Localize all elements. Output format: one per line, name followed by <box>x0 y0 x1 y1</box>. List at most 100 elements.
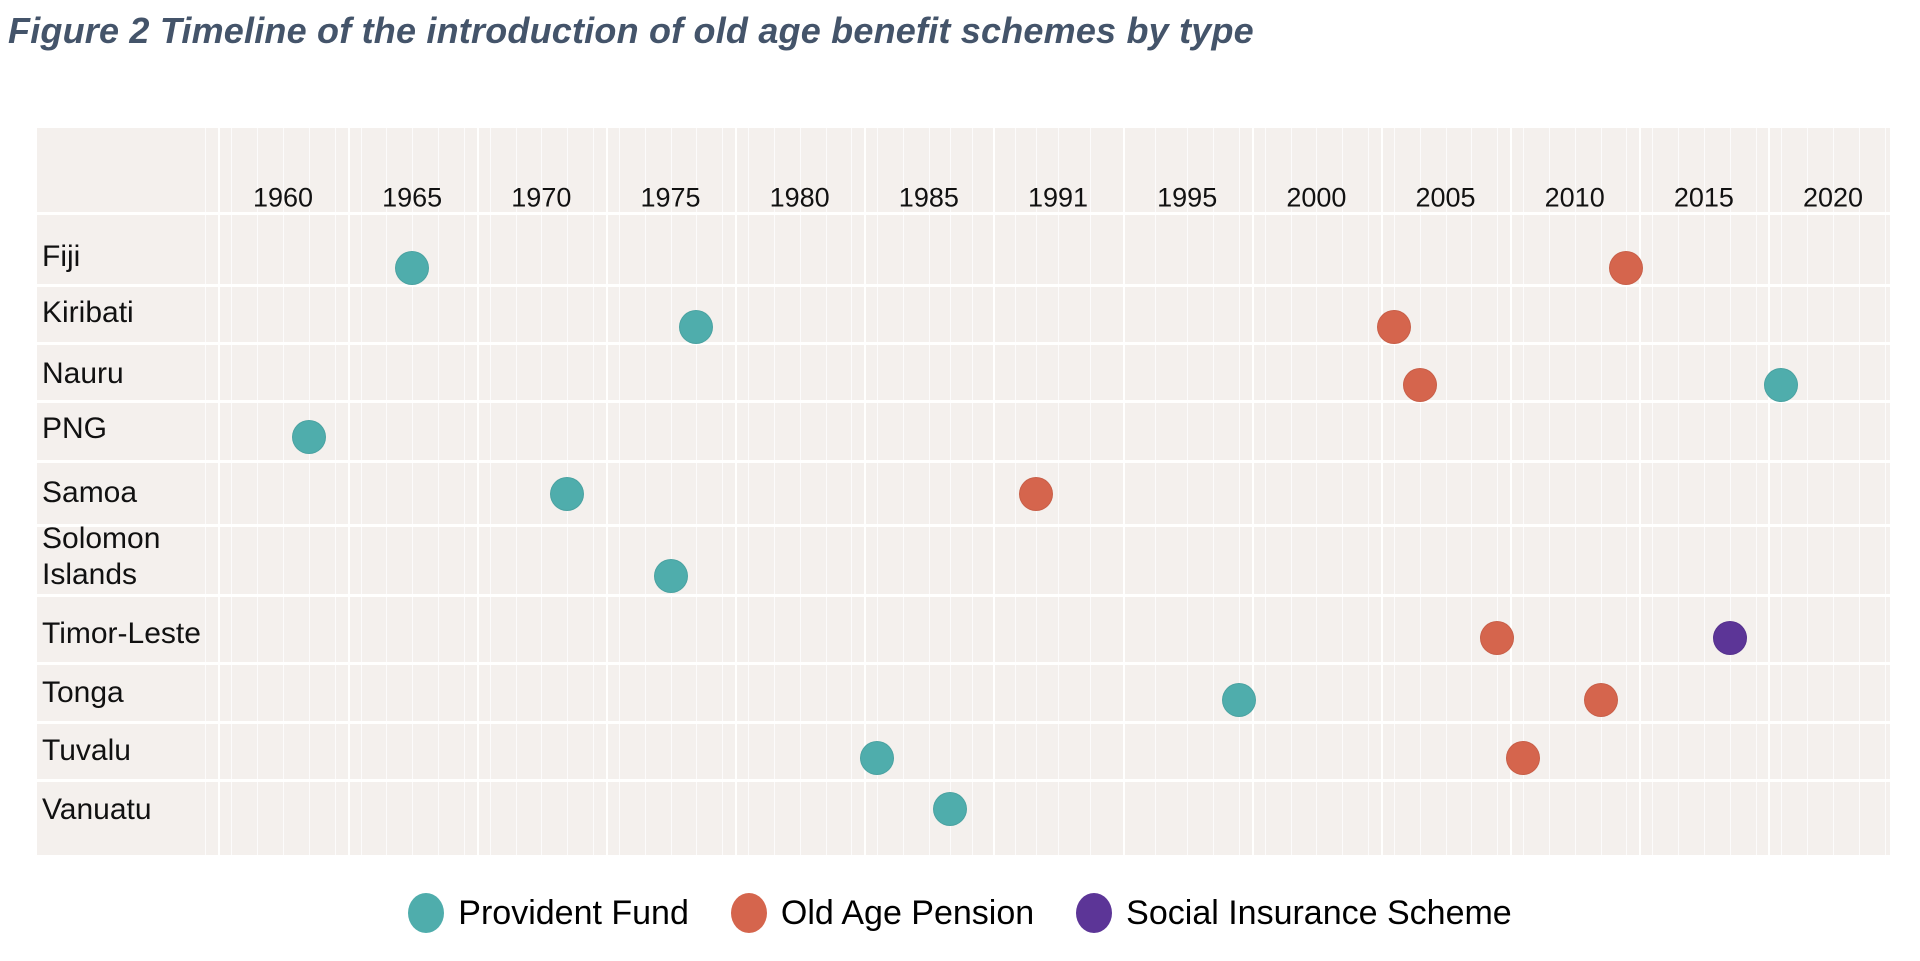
column-boundary-gridline <box>735 128 738 855</box>
year-gridline <box>412 128 414 855</box>
legend-item: Social Insurance Scheme <box>1076 893 1512 933</box>
row-separator-gridline <box>37 459 1890 463</box>
row-separator-gridline <box>37 523 1890 527</box>
column-boundary-gridline <box>1251 128 1254 855</box>
year-gridline <box>1471 128 1473 855</box>
year-gridline <box>1238 128 1240 855</box>
year-gridline <box>515 128 517 855</box>
row-separator-gridline <box>37 594 1890 597</box>
x-axis-tick-label: 1975 <box>640 182 701 213</box>
year-gridline <box>1574 128 1576 855</box>
year-gridline <box>971 128 973 855</box>
year-gridline <box>386 128 388 855</box>
year-gridline <box>1833 128 1835 855</box>
x-axis-tick-label: 2000 <box>1286 182 1347 213</box>
year-gridline <box>593 128 594 855</box>
x-axis-tick-label: 1965 <box>382 182 443 213</box>
year-gridline <box>1445 128 1447 855</box>
column-boundary-gridline <box>605 128 608 855</box>
chart-legend: Provident Fund Old Age Pension Social Insu… <box>0 893 1920 933</box>
legend-label: Social Insurance Scheme <box>1126 893 1512 932</box>
row-separator-gridline <box>37 779 1890 782</box>
year-gridline <box>773 128 775 855</box>
x-axis-tick-label: 2015 <box>1673 182 1734 213</box>
legend-label: Old Age Pension <box>780 893 1035 932</box>
data-point-provident-fund <box>395 251 430 285</box>
legend-marker-icon <box>1076 893 1113 933</box>
row-separator-gridline <box>37 662 1890 665</box>
column-boundary-gridline <box>1639 128 1642 855</box>
year-gridline <box>618 128 620 855</box>
year-gridline <box>541 128 543 855</box>
country-label: Solomon Islands <box>42 522 161 591</box>
year-gridline <box>438 128 439 855</box>
year-gridline <box>1393 128 1395 855</box>
chart-panel: 1960 1965 1970 1975 1980 1985 1991 1995 2000 2005… <box>37 128 1890 855</box>
year-gridline <box>1014 128 1016 855</box>
legend-item: Provident Fund <box>408 893 689 933</box>
year-gridline <box>1154 128 1156 855</box>
year-gridline <box>722 128 724 855</box>
year-gridline <box>644 128 646 855</box>
data-point-provident-fund <box>550 477 585 511</box>
country-label: Nauru <box>42 357 124 390</box>
year-gridline <box>1058 128 1060 855</box>
year-gridline <box>1858 128 1860 855</box>
data-point-old-age-pension <box>1402 368 1437 402</box>
legend-item: Old Age Pension <box>730 893 1035 933</box>
year-gridline <box>748 128 749 855</box>
data-point-provident-fund <box>933 792 968 826</box>
year-gridline <box>205 128 207 855</box>
country-label: Fiji <box>42 240 81 273</box>
figure-title: Figure 2 Timeline of the introduction of… <box>8 10 1254 51</box>
year-gridline <box>928 128 930 855</box>
year-gridline <box>903 128 905 855</box>
country-label: Tonga <box>42 676 124 709</box>
year-gridline <box>1703 128 1705 855</box>
year-gridline <box>1213 128 1215 855</box>
year-gridline <box>1419 128 1421 855</box>
data-point-provident-fund <box>1221 683 1256 717</box>
year-gridline <box>799 128 801 855</box>
row-separator-gridline <box>37 400 1890 403</box>
year-gridline <box>1497 128 1499 855</box>
legend-marker-icon <box>408 893 445 933</box>
column-boundary-gridline <box>993 128 996 855</box>
x-axis-tick-label: 1980 <box>769 182 830 213</box>
row-separator-gridline <box>37 211 1890 215</box>
country-label: Tuvalu <box>42 734 131 767</box>
year-gridline <box>950 128 952 855</box>
year-gridline <box>1678 128 1680 855</box>
year-gridline <box>1626 128 1628 855</box>
data-point-social-insurance-scheme <box>1712 621 1747 655</box>
year-gridline <box>1090 128 1092 855</box>
x-axis-tick-label: 1960 <box>252 182 314 213</box>
data-point-old-age-pension <box>1506 741 1541 775</box>
year-gridline <box>1755 128 1757 855</box>
legend-marker-icon <box>730 893 767 933</box>
year-gridline <box>851 128 853 855</box>
x-axis-tick-label: 1991 <box>1027 182 1089 213</box>
year-gridline <box>463 128 465 855</box>
year-gridline <box>1290 128 1292 855</box>
year-gridline <box>1264 128 1266 855</box>
column-boundary-gridline <box>218 128 221 855</box>
x-axis-tick-label: 2010 <box>1544 182 1605 213</box>
year-gridline <box>360 128 362 855</box>
year-gridline <box>1187 128 1189 855</box>
country-label: PNG <box>42 412 108 445</box>
data-point-old-age-pension <box>1480 621 1515 655</box>
year-gridline <box>825 128 827 855</box>
row-separator-gridline <box>37 342 1890 345</box>
year-gridline <box>877 128 879 855</box>
column-boundary-gridline <box>1510 128 1513 855</box>
data-point-provident-fund <box>1764 368 1799 402</box>
data-point-old-age-pension <box>1019 477 1054 511</box>
data-point-provident-fund <box>679 310 714 344</box>
row-separator-gridline <box>37 720 1890 724</box>
data-point-old-age-pension <box>1583 683 1618 717</box>
year-gridline <box>308 128 310 855</box>
x-axis-tick-label: 1995 <box>1157 182 1218 213</box>
year-gridline <box>1781 128 1783 855</box>
